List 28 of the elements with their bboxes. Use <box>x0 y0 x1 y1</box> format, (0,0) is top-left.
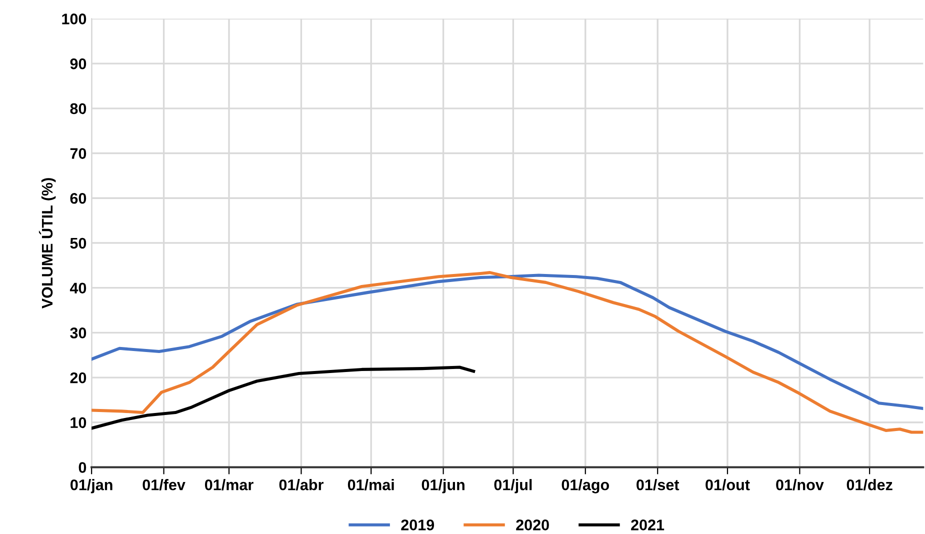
y-tick-label: 40 <box>70 282 86 294</box>
y-tick-label: 90 <box>70 58 86 70</box>
legend-label: 2019 <box>401 520 434 530</box>
x-tick-label: 01/jan <box>70 479 112 494</box>
x-tick-label: 01/jun <box>422 479 464 494</box>
y-tick-label: 60 <box>70 192 86 204</box>
x-tick-label: 01/nov <box>776 479 824 490</box>
x-tick-label: 01/mar <box>204 479 254 490</box>
y-tick-label: 100 <box>62 14 86 24</box>
x-tick-label: 01/jul <box>494 479 532 494</box>
x-tick-label: 01/mai <box>348 479 394 490</box>
y-tick-label: 50 <box>70 238 86 249</box>
x-tick-label: 01/ago <box>562 479 609 494</box>
x-tick-label: 01/out <box>706 479 750 490</box>
y-tick-label: 30 <box>70 328 86 338</box>
x-tick-label: 01/dez <box>846 479 892 490</box>
y-tick-label: 10 <box>70 417 86 428</box>
x-tick-label: 01/set <box>636 479 680 490</box>
line-series <box>92 366 476 430</box>
y-tick-label: 0 <box>78 462 86 473</box>
x-tick-label: 01/fev <box>142 479 186 490</box>
y-tick-label: 80 <box>70 103 86 114</box>
y-axis-title: VOLUME ÚTIL (%) <box>38 178 56 309</box>
legend-label: 2021 <box>631 520 664 530</box>
y-tick-label: 70 <box>70 148 86 159</box>
legend-label: 2020 <box>516 520 549 530</box>
y-tick-label: 20 <box>70 372 86 384</box>
x-tick-label: 01/abr <box>279 479 324 490</box>
